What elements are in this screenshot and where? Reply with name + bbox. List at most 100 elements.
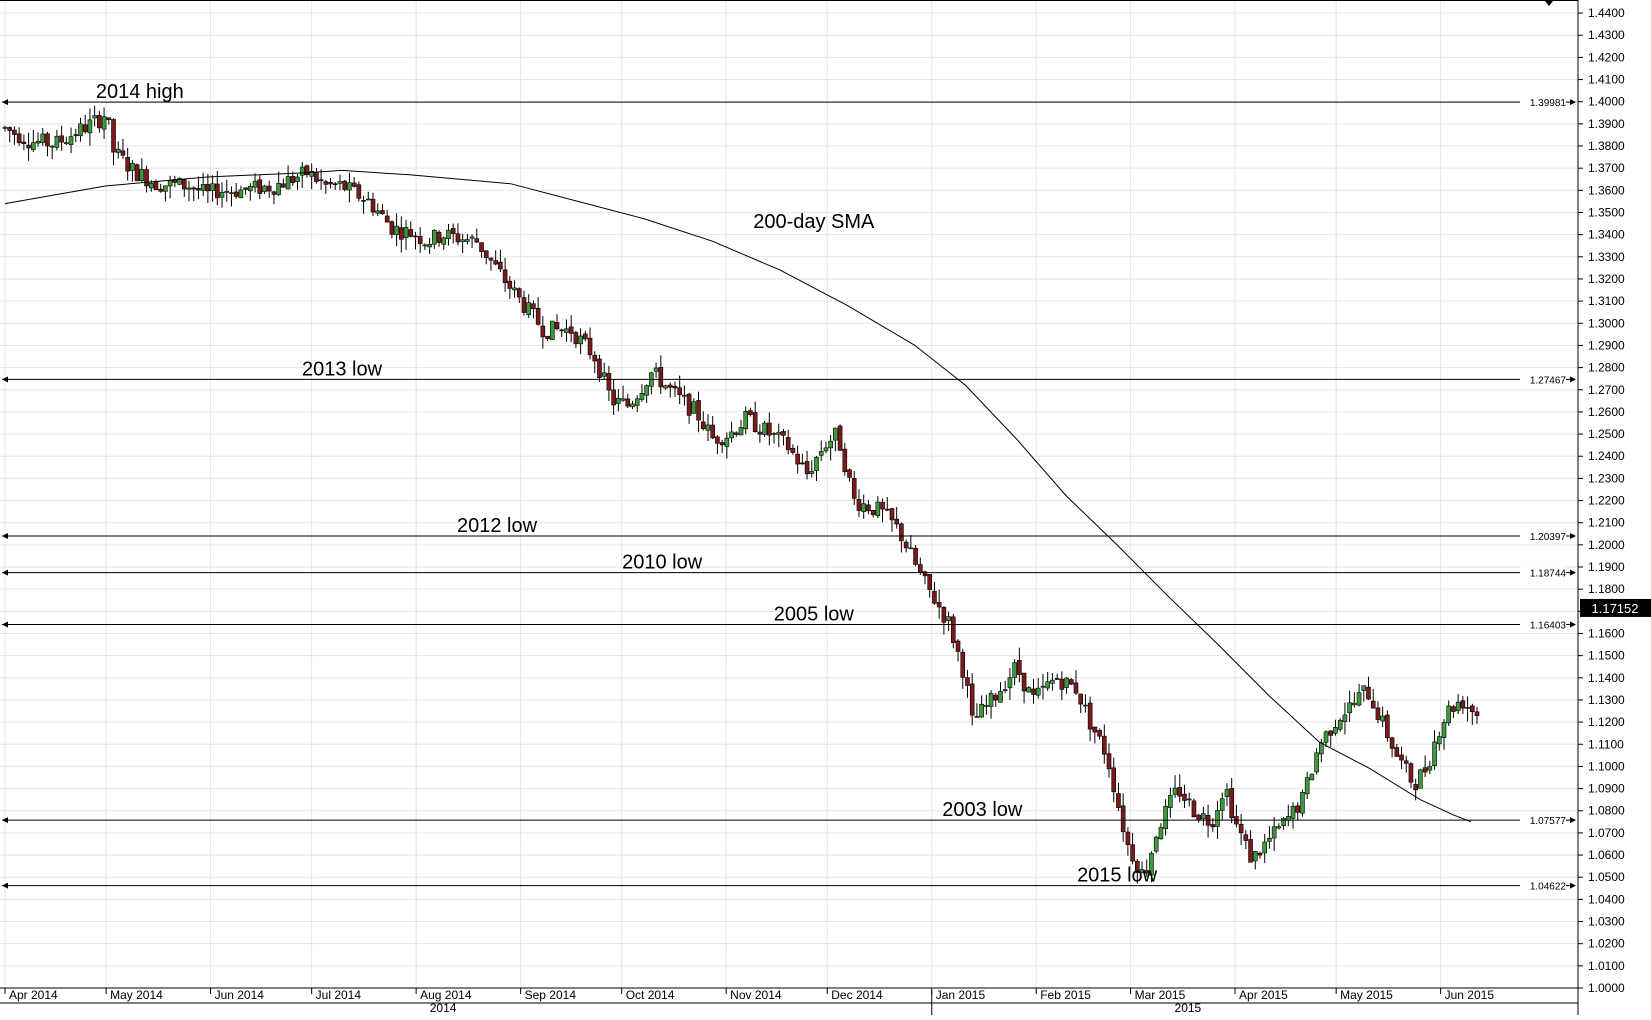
candle-body [597,358,602,379]
candle-body [913,547,918,565]
candle-body [361,200,366,202]
candle-body [634,398,640,406]
level-left-arrow-icon [2,99,8,106]
x-tick-label: Jun 2014 [215,988,265,1002]
level-left-arrow-icon [2,376,8,383]
candle-body [800,462,805,465]
candle-body [1017,660,1022,675]
candle-body [790,447,796,453]
candle-body [696,400,701,421]
y-tick-label: 1.1600 [1588,626,1625,640]
candle-body [224,191,230,193]
candle-body [73,134,79,136]
candle-body [1026,687,1032,693]
level-right-arrow-icon [1570,99,1576,106]
candle-body [1201,813,1206,820]
candle-body [399,227,404,240]
y-tick-label: 1.0600 [1588,848,1625,862]
candle-body [441,237,447,245]
candle-body [186,187,192,190]
level-value-bg [1520,373,1566,386]
candle-body [380,210,385,215]
x-tick-label: Mar 2015 [1135,988,1186,1002]
candle-body [894,518,900,525]
candle-body [1111,767,1117,793]
candle-body [432,229,437,245]
candle-body [474,238,480,243]
candle-body [1097,729,1102,737]
y-tick-label: 1.1100 [1588,737,1624,751]
candle-body [148,182,154,189]
candle-body [833,427,838,441]
candle-body [417,236,423,244]
x-tick-label: Oct 2014 [626,988,675,1002]
candle-body [889,508,895,521]
y-tick-label: 1.3300 [1588,250,1625,264]
x-tick-label: Feb 2015 [1040,988,1091,1002]
candle-body [422,244,428,247]
candle-body [483,250,489,258]
candle-body [31,142,36,150]
candle-body [144,169,149,187]
candle-body [710,424,716,439]
y-tick-label: 1.3800 [1588,139,1625,153]
candle-body [686,393,692,416]
candle-body [700,421,706,430]
candle-body [932,590,937,604]
level-label: 2003 low [942,799,1023,821]
candle-body [969,683,975,716]
candle-body [903,541,909,549]
candle-body [554,322,560,330]
y-tick-label: 1.0900 [1588,782,1625,796]
scroll-marker-icon [1545,1,1553,6]
candle-body [1347,702,1352,714]
x-tick-label: Sep 2014 [525,988,577,1002]
candle-body [1243,834,1249,841]
candle-body [1186,798,1192,801]
candle-body [856,499,862,511]
y-tick-label: 1.0100 [1588,959,1625,973]
y-tick-label: 1.1200 [1588,715,1625,729]
x-year-label: 2014 [430,1001,457,1015]
y-tick-label: 1.0300 [1588,915,1625,929]
y-tick-label: 1.0800 [1588,804,1625,818]
candle-body [229,192,234,194]
candle-body [318,179,324,182]
candle-body [295,176,300,182]
candle-body [861,503,866,512]
candle-body [733,432,739,435]
candle-body [1403,760,1409,764]
candle-body [337,181,343,184]
level-value-label: 1.18744 [1530,569,1567,580]
candle-body [408,229,414,237]
candle-body [181,179,187,190]
candle-body [1319,742,1324,755]
candle-body [1050,679,1055,684]
candle-body [1120,805,1126,832]
candle-body [309,171,314,177]
level-label: 2015 low [1077,865,1158,887]
candle-body [663,385,668,389]
y-tick-label: 1.4100 [1588,73,1625,87]
candle-body [1219,798,1225,811]
candle-body [549,320,555,340]
candle-body [526,302,531,315]
candle-body [1182,793,1187,801]
candle-body [1361,685,1367,691]
candle-body [941,607,947,623]
y-tick-label: 1.4300 [1588,28,1625,42]
candle-body [748,410,753,415]
candle-body [658,367,664,388]
candle-body [729,431,734,439]
candle-body [1130,844,1135,862]
candle-body [1394,747,1400,757]
candle-body [40,133,46,144]
sma-label: 200-day SMA [753,211,875,233]
candle-body [616,397,621,404]
candle-body [389,221,395,235]
candle-body [200,184,206,191]
candle-body [1012,662,1017,678]
candle-body [724,437,730,447]
candle-body [578,335,583,345]
x-tick-label: Apr 2014 [9,988,58,1002]
